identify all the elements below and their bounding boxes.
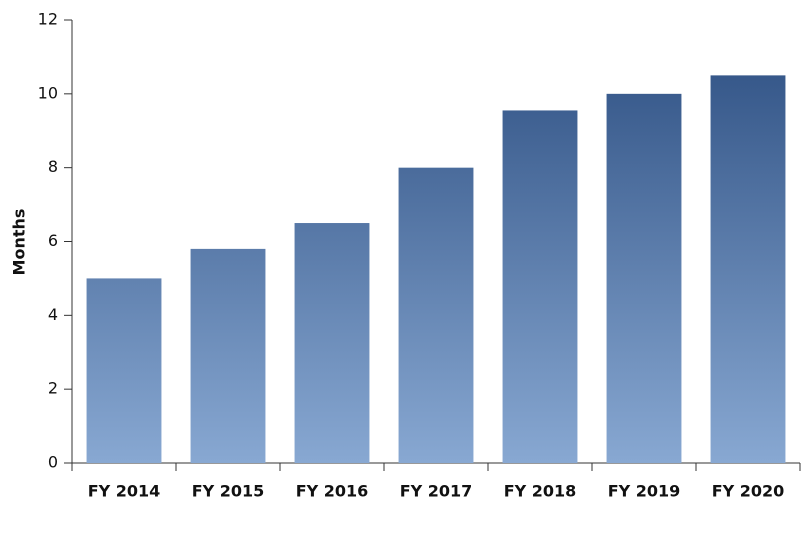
y-tick-label: 10 (38, 83, 58, 102)
x-tick-label: FY 2019 (608, 482, 681, 501)
y-tick-label: 8 (48, 157, 58, 176)
y-tick-label: 12 (38, 10, 58, 29)
bar (502, 110, 578, 463)
x-tick-label: FY 2018 (504, 482, 577, 501)
bar (86, 278, 162, 463)
x-tick-label: FY 2016 (296, 482, 369, 501)
bar (710, 75, 786, 463)
y-tick-label: 6 (48, 231, 58, 250)
y-axis-label: Months (10, 209, 29, 276)
x-tick-label: FY 2017 (400, 482, 473, 501)
x-tick-label: FY 2015 (192, 482, 265, 501)
x-tick-label: FY 2020 (712, 482, 785, 501)
bar (294, 223, 370, 463)
y-tick-label: 4 (48, 305, 58, 324)
y-tick-label: 2 (48, 379, 58, 398)
x-tick-label: FY 2014 (88, 482, 161, 501)
y-tick-label: 0 (48, 453, 58, 472)
bar (190, 248, 266, 463)
bar (606, 93, 682, 463)
bar (398, 167, 474, 463)
